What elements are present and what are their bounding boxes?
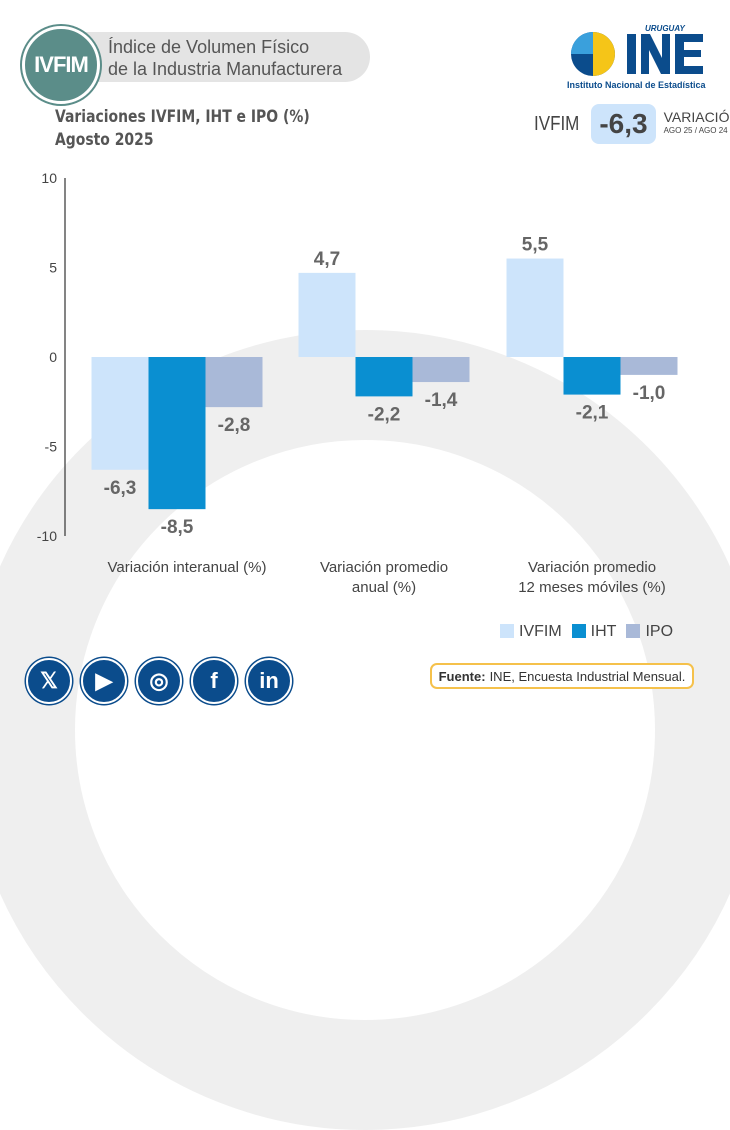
instagram-icon[interactable]: ◎ <box>136 658 182 704</box>
svg-text:URUGUAY: URUGUAY <box>645 24 686 33</box>
source-note: Fuente: INE, Encuesta Industrial Mensual… <box>430 663 694 689</box>
category-label: Variación interanual (%) <box>108 559 267 576</box>
data-label: -2,2 <box>368 404 401 425</box>
data-label: -6,3 <box>104 478 137 499</box>
legend-label: IPO <box>645 623 674 640</box>
data-label: -1,4 <box>425 390 458 411</box>
kpi-ivfim: IVFIM -6,3 VARIACIÓNAGO 25 / AGO 24 <box>530 104 730 144</box>
category-label: anual (%) <box>352 579 416 596</box>
header-title: Índice de Volumen Físico de la Industria… <box>108 36 342 80</box>
kpi-label-text: VARIACIÓN <box>663 109 730 125</box>
bar-ivfim <box>91 357 149 470</box>
category-label: 12 meses móviles (%) <box>518 579 666 596</box>
bar-ipo <box>412 357 470 383</box>
facebook-icon[interactable]: f <box>191 658 237 704</box>
bar-iht <box>148 357 206 510</box>
bar-iht <box>563 357 621 395</box>
category-label: Variación promedio <box>528 559 656 576</box>
y-tick-label: 10 <box>41 170 57 186</box>
legend-item-iht: IHT <box>571 623 617 641</box>
data-label: -2,1 <box>576 403 609 424</box>
svg-text:Instituto Nacional de Estadíst: Instituto Nacional de Estadística <box>567 80 707 90</box>
kpi-value: -6,3 <box>591 104 656 144</box>
y-tick-label: 5 <box>49 260 57 276</box>
bar-ivfim <box>298 272 356 357</box>
ine-logo: URUGUAY Instituto Nacional de Estadístic… <box>567 24 707 90</box>
ivfim-badge: IVFIM <box>22 26 100 104</box>
legend-item-ivfim: IVFIM <box>500 623 562 641</box>
chart-legend: IVFIM IHT IPO <box>500 623 673 641</box>
source-text: INE, Encuesta Industrial Mensual. <box>489 668 686 684</box>
linkedin-icon[interactable]: in <box>246 658 292 704</box>
data-label: -8,5 <box>161 517 194 538</box>
legend-label: IHT <box>590 623 617 640</box>
legend-item-ipo: IPO <box>626 623 673 641</box>
chart-title: Variaciones IVFIM, IHT e IPO (%) <box>55 107 310 127</box>
data-label: 5,5 <box>522 235 549 256</box>
x-icon[interactable]: 𝕏 <box>26 658 72 704</box>
chart-title-block: Variaciones IVFIM, IHT e IPO (%) Agosto … <box>55 106 310 152</box>
title-line-1: Índice de Volumen Físico <box>108 37 310 57</box>
y-tick-label: -10 <box>37 528 57 544</box>
y-tick-label: -5 <box>45 439 58 455</box>
kpi-name: IVFIM <box>534 112 580 135</box>
chart-subtitle: Agosto 2025 <box>55 130 154 150</box>
title-line-2: de la Industria Manufacturera <box>108 59 343 79</box>
legend-swatch <box>500 624 514 638</box>
bar-ipo <box>620 357 678 375</box>
kpi-label: VARIACIÓNAGO 25 / AGO 24 <box>664 110 730 138</box>
legend-label: IVFIM <box>519 623 562 640</box>
data-label: 4,7 <box>314 249 340 270</box>
bar-ipo <box>205 357 263 408</box>
social-links: 𝕏 ▶ ◎ f in <box>26 658 292 704</box>
bar-chart: 10 5 0 -5 -10 -6,3 4,7 5,5 -8,5 -2,2 -2,1 -2,8 -1,4 -… <box>37 170 678 596</box>
kpi-sublabel: AGO 25 / AGO 24 <box>663 126 728 135</box>
data-label: -1,0 <box>633 383 666 404</box>
data-label: -2,8 <box>218 415 251 436</box>
source-label: Fuente: <box>438 668 486 684</box>
youtube-icon[interactable]: ▶ <box>81 658 127 704</box>
bar-ivfim <box>506 258 564 357</box>
legend-swatch <box>571 624 586 638</box>
bar-iht <box>355 357 413 397</box>
y-tick-label: 0 <box>49 349 57 365</box>
legend-swatch <box>626 624 641 638</box>
category-label: Variación promedio <box>320 559 448 576</box>
